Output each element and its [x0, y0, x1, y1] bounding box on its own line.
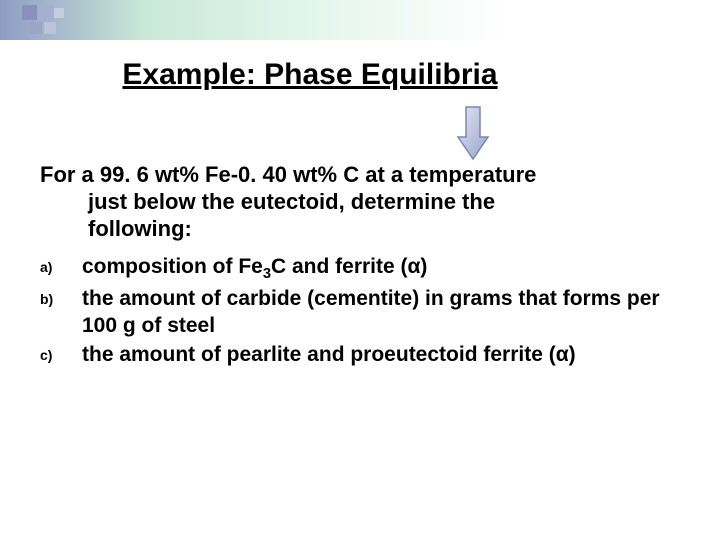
intro-line: just below the eutectoid, determine the — [40, 189, 680, 216]
item-marker: b) — [40, 286, 82, 340]
item-text: the amount of pearlite and proeutectoid … — [82, 342, 680, 369]
slide-title: Example: Phase Equilibria — [0, 58, 720, 92]
down-arrow-icon — [456, 105, 490, 166]
intro-text: For a 99. 6 wt% Fe-0. 40 wt% C at a temp… — [40, 162, 680, 242]
deco-square — [30, 22, 42, 34]
deco-square — [54, 8, 64, 18]
item-marker: a) — [40, 254, 82, 284]
item-text: composition of Fe3C and ferrite (α) — [82, 254, 680, 284]
deco-square — [44, 22, 56, 34]
header-gradient-bar — [0, 0, 720, 40]
list-item: b) the amount of carbide (cementite) in … — [40, 286, 680, 340]
list-item: a) composition of Fe3C and ferrite (α) — [40, 254, 680, 284]
list-item: c) the amount of pearlite and proeutecto… — [40, 342, 680, 369]
content-area: For a 99. 6 wt% Fe-0. 40 wt% C at a temp… — [0, 162, 720, 369]
deco-square — [22, 5, 37, 20]
item-marker: c) — [40, 342, 82, 369]
question-list: a) composition of Fe3C and ferrite (α) b… — [40, 254, 680, 369]
deco-square — [38, 5, 53, 20]
intro-line: following: — [40, 216, 680, 243]
item-text: the amount of carbide (cementite) in gra… — [82, 286, 680, 340]
